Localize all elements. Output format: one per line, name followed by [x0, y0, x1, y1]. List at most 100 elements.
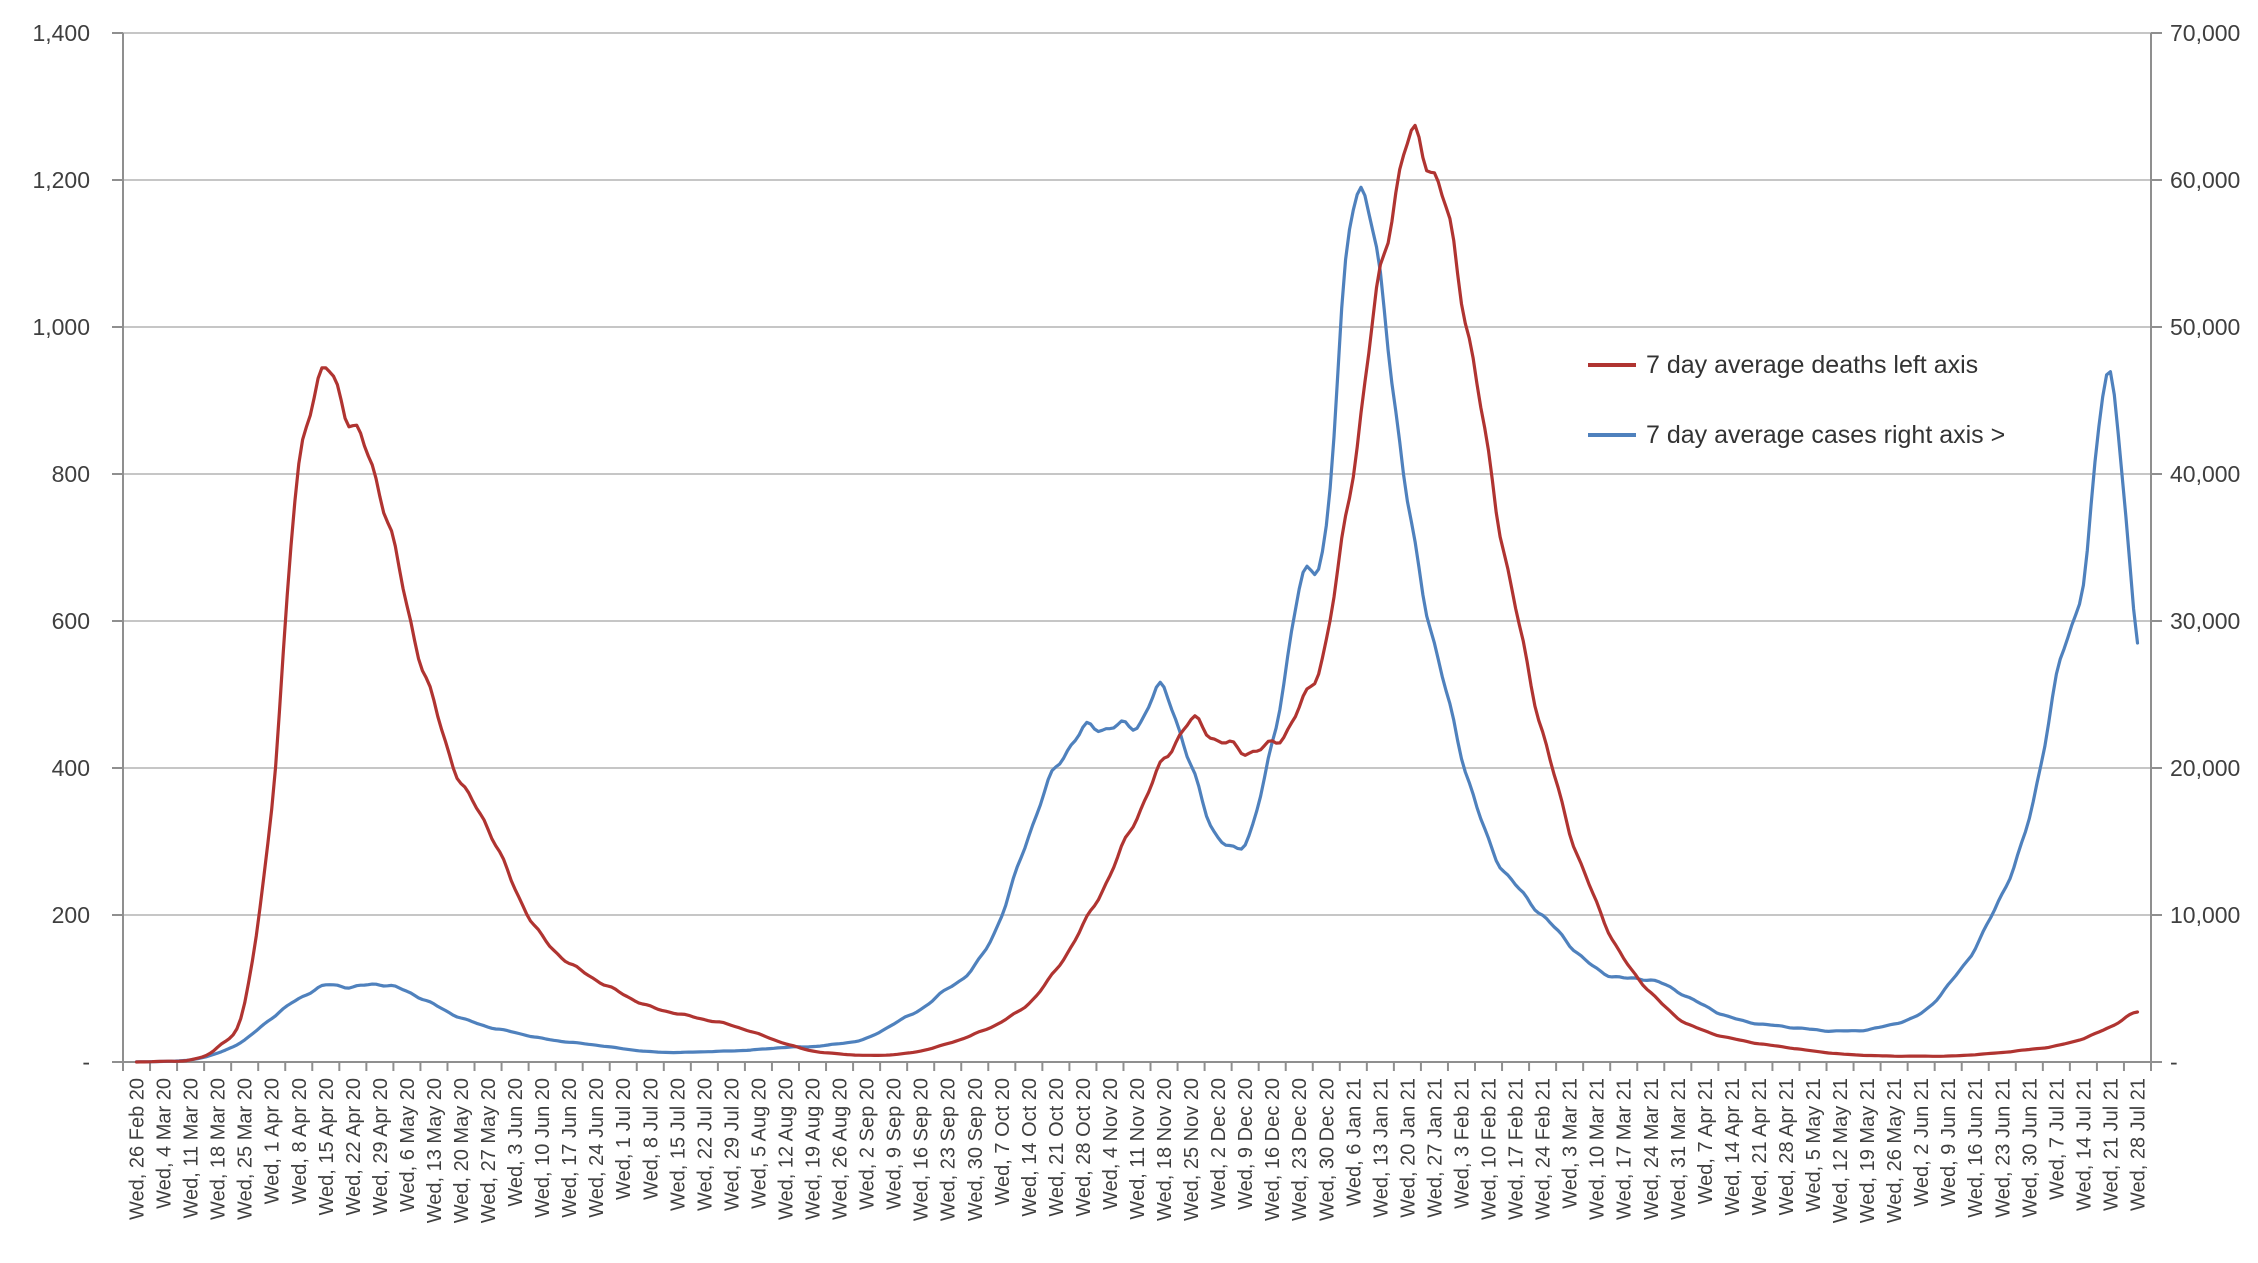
deaths-line	[134, 123, 2140, 1064]
x-tick-label: Wed, 27 May 20	[478, 1078, 500, 1223]
legend-row-cases: 7 day average cases right axis >	[1588, 416, 2005, 454]
x-tick-label: Wed, 14 Oct 20	[1019, 1078, 1041, 1217]
left-axis-tick-label: 1,000	[32, 314, 90, 340]
x-tick-label: Wed, 1 Jul 20	[613, 1078, 635, 1200]
x-tick-label: Wed, 23 Dec 20	[1289, 1078, 1311, 1221]
x-tick-label: Wed, 3 Feb 21	[1451, 1078, 1473, 1209]
x-tick-label: Wed, 17 Mar 21	[1614, 1078, 1636, 1220]
x-tick-label: Wed, 25 Mar 20	[235, 1078, 257, 1220]
x-tick-label: Wed, 23 Sep 20	[938, 1078, 960, 1221]
x-tick-label: Wed, 6 May 20	[397, 1078, 419, 1212]
x-tick-label: Wed, 27 Jan 21	[1424, 1078, 1446, 1218]
right-axis-tick-label: 50,000	[2170, 314, 2240, 340]
x-tick-label: Wed, 14 Apr 21	[1722, 1078, 1744, 1216]
x-tick-label: Wed, 3 Mar 21	[1560, 1078, 1582, 1209]
x-tick-label: Wed, 8 Apr 20	[289, 1078, 311, 1204]
x-tick-label: Wed, 4 Nov 20	[1100, 1078, 1122, 1210]
x-tick-label: Wed, 20 May 20	[451, 1078, 473, 1223]
x-tick-label: Wed, 4 Mar 20	[154, 1078, 176, 1209]
chart-legend: 7 day average deaths left axis 7 day ave…	[1588, 346, 2005, 486]
left-axis-tick-label: 800	[52, 461, 90, 487]
x-tick-label: Wed, 21 Jul 21	[2100, 1078, 2122, 1211]
x-tick-label: Wed, 26 Aug 20	[830, 1078, 852, 1220]
deaths-line-swatch	[1588, 363, 1636, 367]
cases-line	[134, 185, 2140, 1064]
left-axis-tick-label: 600	[52, 608, 90, 634]
x-tick-label: Wed, 19 May 21	[1857, 1078, 1879, 1223]
right-axis-tick-label: 10,000	[2170, 902, 2240, 928]
x-tick-label: Wed, 2 Jun 21	[1911, 1078, 1933, 1207]
x-tick-label: Wed, 28 Oct 20	[1073, 1078, 1095, 1217]
x-tick-label: Wed, 2 Dec 20	[1208, 1078, 1230, 1210]
left-axis-tick-label: 400	[52, 755, 90, 781]
cases-line-swatch	[1588, 433, 1636, 437]
legend-label-cases: 7 day average cases right axis >	[1646, 420, 2006, 449]
x-tick-label: Wed, 16 Dec 20	[1262, 1078, 1284, 1221]
x-tick-label: Wed, 12 Aug 20	[775, 1078, 797, 1220]
x-tick-label: Wed, 22 Jul 20	[694, 1078, 716, 1211]
x-tick-label: Wed, 10 Jun 20	[532, 1078, 554, 1218]
x-tick-label: Wed, 7 Apr 21	[1695, 1078, 1717, 1204]
x-tick-label: Wed, 5 Aug 20	[748, 1078, 770, 1209]
right-axis-tick-label: 30,000	[2170, 608, 2240, 634]
legend-row-deaths: 7 day average deaths left axis	[1588, 346, 2005, 384]
right-axis-tick-label: 20,000	[2170, 755, 2240, 781]
legend-label-deaths: 7 day average deaths left axis	[1646, 350, 1979, 379]
x-tick-label: Wed, 29 Apr 20	[370, 1078, 392, 1216]
x-tick-label: Wed, 6 Jan 21	[1343, 1078, 1365, 1207]
x-tick-label: Wed, 7 Jul 21	[2046, 1078, 2068, 1200]
x-tick-label: Wed, 21 Apr 21	[1749, 1078, 1771, 1216]
right-axis-tick-label: -	[2170, 1049, 2178, 1075]
x-tick-label: Wed, 26 May 21	[1884, 1078, 1906, 1223]
x-tick-label: Wed, 12 May 21	[1830, 1078, 1852, 1223]
x-tick-label: Wed, 30 Jun 21	[2019, 1078, 2041, 1218]
x-tick-label: Wed, 15 Apr 20	[316, 1078, 338, 1216]
x-tick-label: Wed, 1 Apr 20	[262, 1078, 284, 1204]
x-tick-label: Wed, 16 Jun 21	[1965, 1078, 1987, 1218]
x-tick-label: Wed, 17 Jun 20	[559, 1078, 581, 1218]
x-tick-label: Wed, 17 Feb 21	[1506, 1078, 1528, 1220]
x-tick-label: Wed, 18 Nov 20	[1154, 1078, 1176, 1221]
x-tick-label: Wed, 11 Mar 20	[181, 1078, 203, 1218]
x-tick-label: Wed, 5 May 21	[1803, 1078, 1825, 1212]
x-tick-label: Wed, 24 Mar 21	[1641, 1078, 1663, 1220]
left-axis-tick-label: 200	[52, 902, 90, 928]
x-tick-label: Wed, 9 Sep 20	[884, 1078, 906, 1210]
x-tick-label: Wed, 19 Aug 20	[803, 1078, 825, 1220]
x-tick-label: Wed, 25 Nov 20	[1181, 1078, 1203, 1221]
x-tick-label: Wed, 30 Dec 20	[1316, 1078, 1338, 1221]
x-tick-label: Wed, 20 Jan 21	[1397, 1078, 1419, 1218]
x-tick-label: Wed, 13 May 20	[424, 1078, 446, 1223]
x-tick-label: Wed, 22 Apr 20	[343, 1078, 365, 1216]
x-tick-label: Wed, 9 Jun 21	[1938, 1078, 1960, 1207]
x-tick-label: Wed, 21 Oct 20	[1046, 1078, 1068, 1217]
right-axis-tick-label: 60,000	[2170, 167, 2240, 193]
x-tick-label: Wed, 23 Jun 21	[1992, 1078, 2014, 1218]
x-tick-label: Wed, 2 Sep 20	[857, 1078, 879, 1210]
x-tick-label: Wed, 10 Feb 21	[1479, 1078, 1501, 1220]
left-axis-tick-label: -	[82, 1049, 90, 1075]
x-tick-label: Wed, 3 Jun 20	[505, 1078, 527, 1207]
x-tick-label: Wed, 26 Feb 20	[127, 1078, 149, 1220]
right-axis-tick-label: 70,000	[2170, 20, 2240, 46]
x-tick-label: Wed, 28 Apr 21	[1776, 1078, 1798, 1216]
x-tick-label: Wed, 16 Sep 20	[911, 1078, 933, 1221]
x-tick-label: Wed, 28 Jul 21	[2127, 1078, 2149, 1211]
x-tick-label: Wed, 15 Jul 20	[667, 1078, 689, 1211]
x-tick-label: Wed, 18 Mar 20	[208, 1078, 230, 1220]
x-tick-label: Wed, 14 Jul 21	[2073, 1078, 2095, 1211]
x-tick-label: Wed, 9 Dec 20	[1235, 1078, 1257, 1210]
x-tick-label: Wed, 8 Jul 20	[640, 1078, 662, 1200]
x-tick-label: Wed, 24 Jun 20	[586, 1078, 608, 1218]
x-tick-label: Wed, 29 Jul 20	[721, 1078, 743, 1211]
x-tick-label: Wed, 7 Oct 20	[992, 1078, 1014, 1205]
right-axis-tick-label: 40,000	[2170, 461, 2240, 487]
x-tick-label: Wed, 13 Jan 21	[1370, 1078, 1392, 1218]
x-tick-label: Wed, 30 Sep 20	[965, 1078, 987, 1221]
x-tick-label: Wed, 31 Mar 21	[1668, 1078, 1690, 1220]
x-tick-label: Wed, 24 Feb 21	[1533, 1078, 1555, 1220]
left-axis-tick-label: 1,400	[32, 20, 90, 46]
x-tick-label: Wed, 10 Mar 21	[1587, 1078, 1609, 1220]
